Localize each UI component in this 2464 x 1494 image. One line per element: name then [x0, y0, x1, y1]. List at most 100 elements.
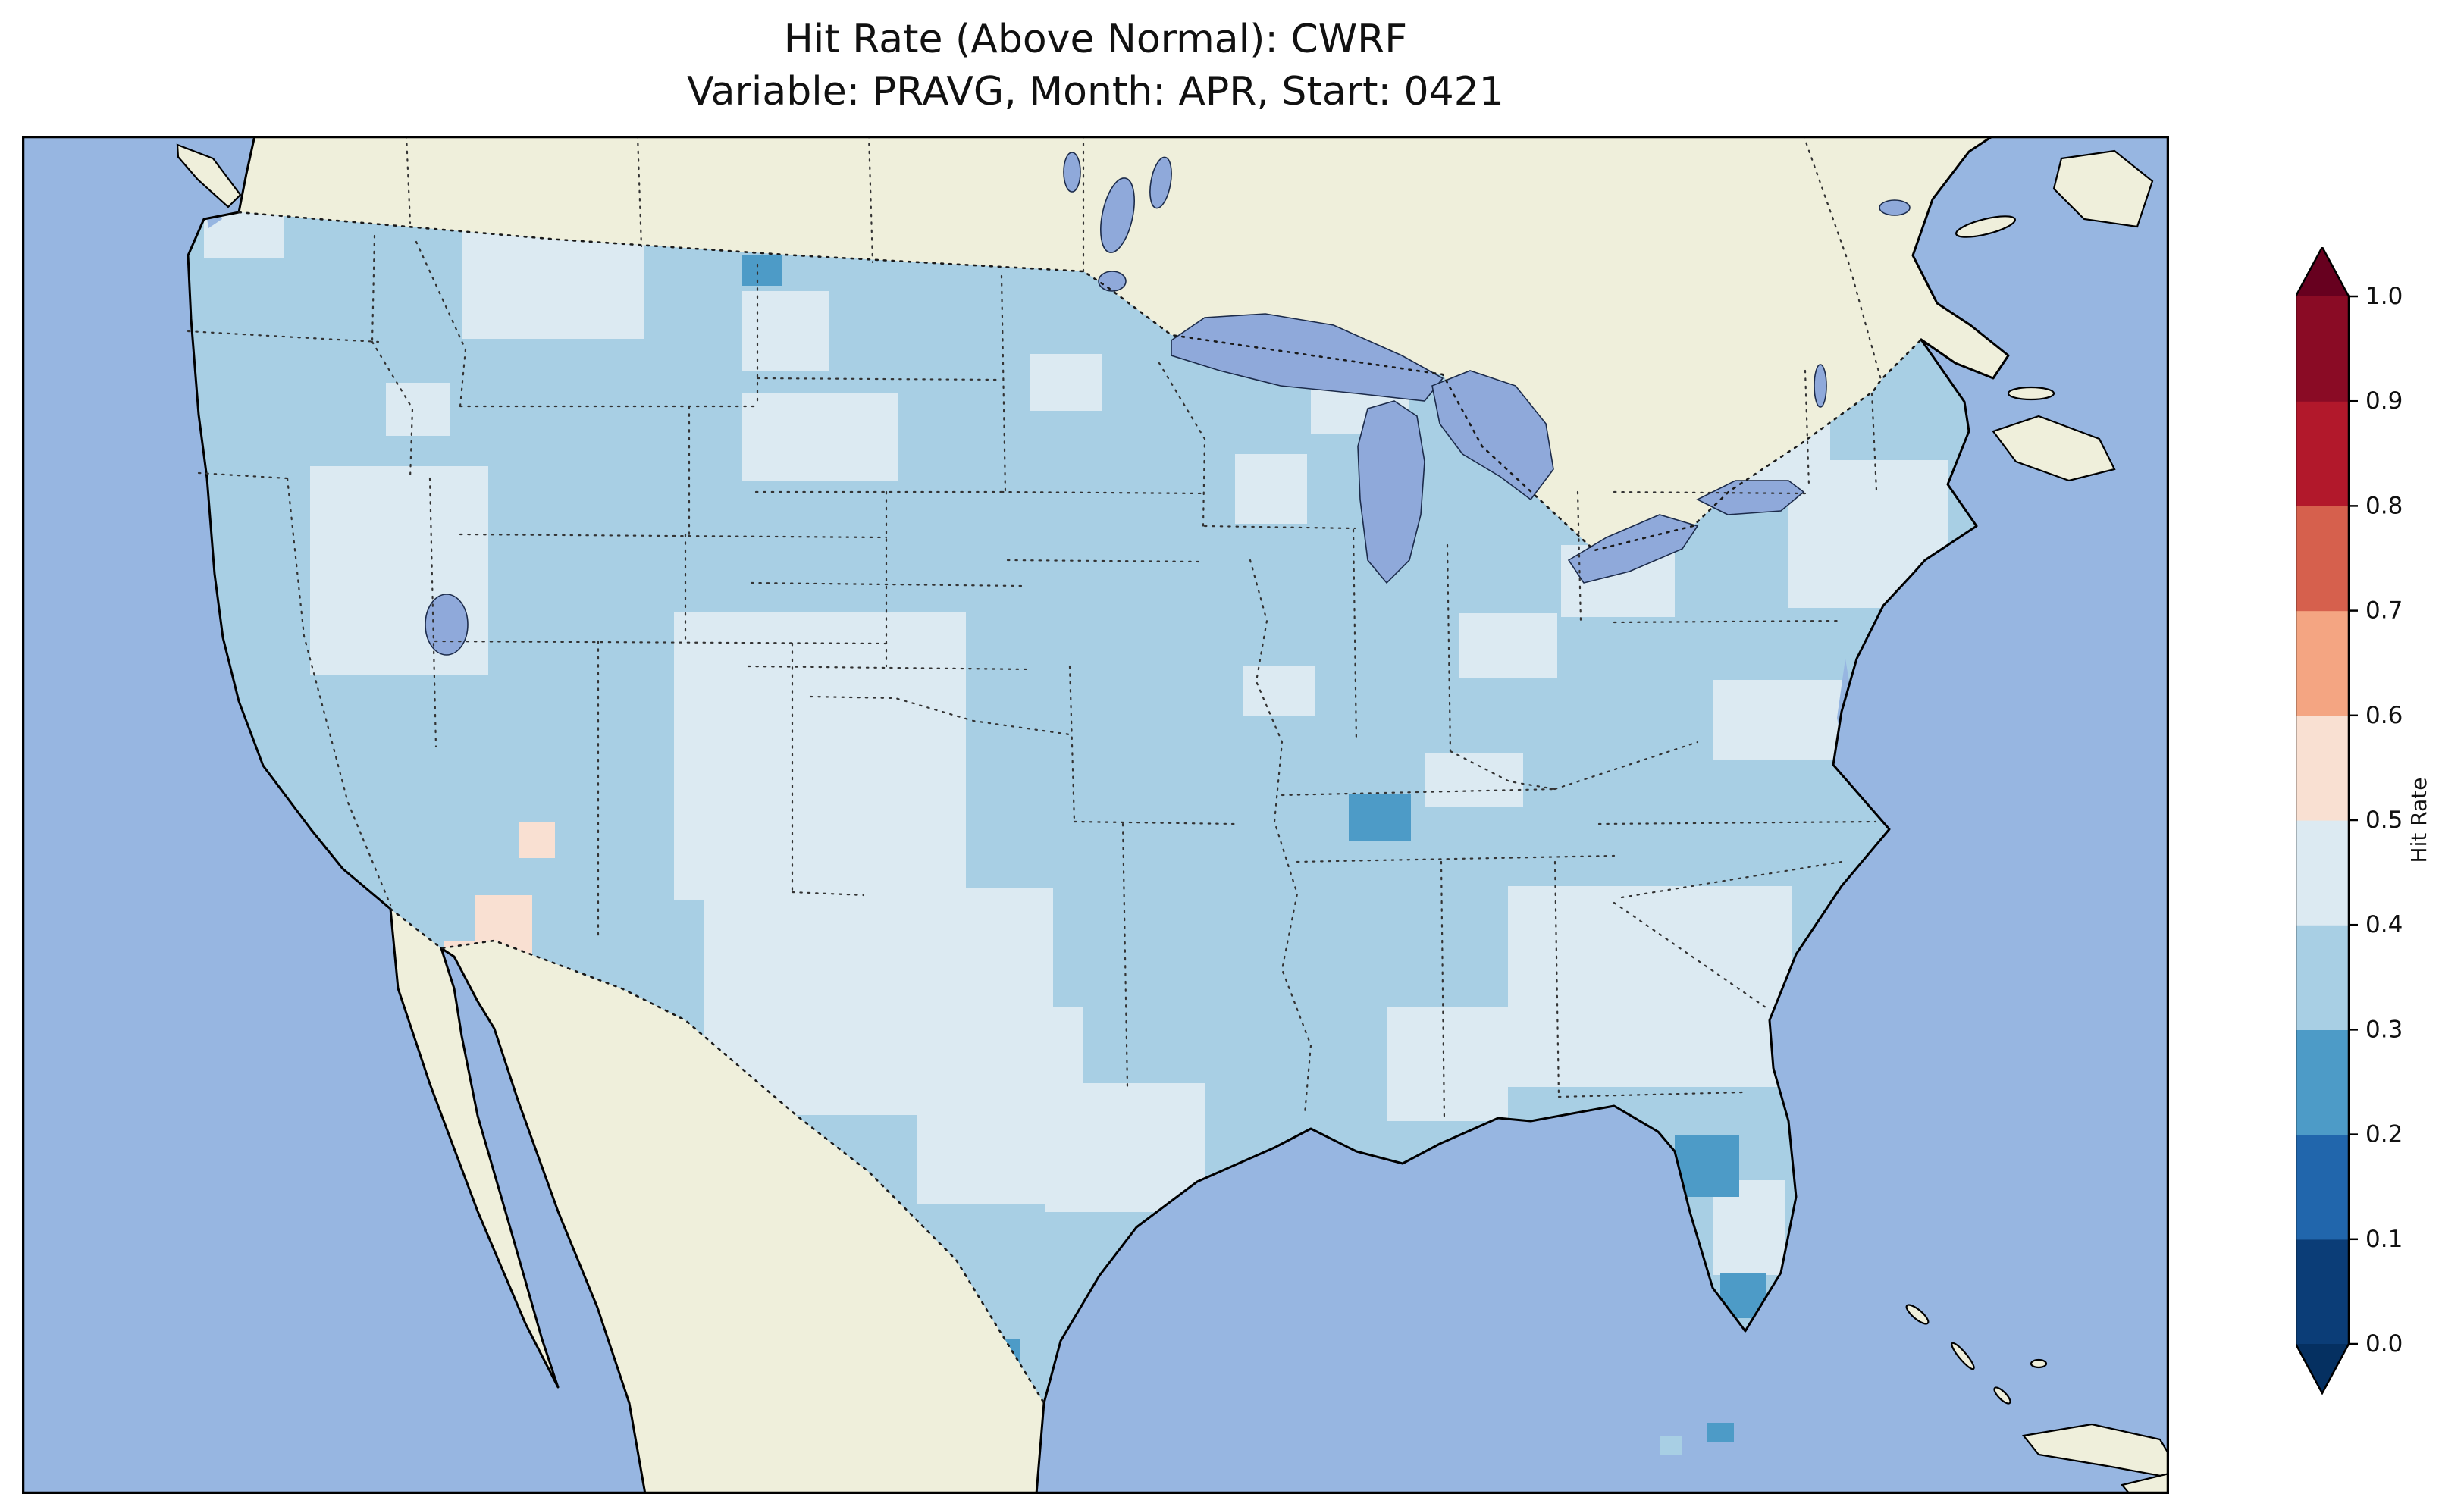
- colorbar-under-arrow: [2296, 1344, 2349, 1393]
- chart-title: Hit Rate (Above Normal): CWRF: [783, 17, 1408, 62]
- delaware-bay: [1864, 628, 1884, 681]
- hit-rate-cell: [1045, 1083, 1205, 1212]
- country-borders: [237, 211, 1923, 1405]
- colorbar-tick-label: 0.7: [2365, 597, 2403, 625]
- mexico-landmass: [441, 941, 1044, 1494]
- anticosti-island: [1955, 215, 2016, 238]
- florida-keys-cells: [1660, 1423, 1734, 1455]
- colorbar-tick-label: 1.0: [2365, 283, 2403, 310]
- colorbar-segment: [2296, 506, 2349, 612]
- islands: [176, 143, 2169, 1494]
- lake-winnipeg: [1100, 177, 1135, 253]
- hit-rate-cell: [742, 393, 898, 481]
- map-axes: [22, 136, 2169, 1494]
- hit-rate-cell: [1713, 680, 1845, 760]
- colorbar-segment: [2296, 925, 2349, 1030]
- hispaniola-island: [2121, 1472, 2169, 1494]
- hit-rate-cell: [674, 612, 966, 900]
- hit-rate-cell: [1387, 1007, 1508, 1121]
- state-borders: [187, 234, 1878, 1123]
- lake-manitoba: [1149, 156, 1172, 209]
- colorbar: 0.0 0.1 0.2 0.3 0.4 0.5 0.6 0.7 0.8 0.9 1.0 Hit Ra…: [2296, 247, 2464, 1407]
- colorbar-segment: [2296, 296, 2349, 402]
- chart-title-block: Hit Rate (Above Normal): CWRF Variable: …: [22, 14, 2169, 117]
- hit-rate-cell: [1030, 354, 1102, 411]
- chart-subtitle: Variable: PRAVG, Month: APR, Start: 0421: [687, 68, 1504, 114]
- canada-maritime-coastline: [1911, 136, 2010, 380]
- state-border-lines-west: [187, 234, 888, 942]
- lake-erie: [1567, 514, 1699, 584]
- nova-scotia-island: [1992, 415, 2116, 482]
- great-lakes: [1171, 313, 1805, 584]
- map-canvas: [22, 136, 2169, 1494]
- great-salt-lake: [425, 594, 469, 656]
- colorbar-label: Hit Rate: [2406, 778, 2431, 863]
- prince-edward-island: [2007, 386, 2055, 401]
- hit-rate-cell: [742, 291, 829, 371]
- axes-frame: [22, 136, 2169, 1494]
- colorbar-tick-label: 0.0: [2365, 1330, 2403, 1358]
- canada-landmass: [239, 136, 2008, 550]
- us-region: [188, 212, 1977, 1403]
- lake-champlain: [1814, 364, 1827, 408]
- hit-rate-cell: [462, 225, 644, 339]
- hit-rate-cell: [1675, 1135, 1739, 1197]
- chesapeake-bay: [1837, 659, 1857, 772]
- colorbar-segments: 0.0 0.1 0.2 0.3 0.4 0.5 0.6 0.7 0.8 0.9 1.0: [2296, 247, 2403, 1395]
- us-mexico-border: [389, 907, 1045, 1405]
- colorbar-tick-label: 0.1: [2365, 1226, 2403, 1253]
- lake-winnipegosis: [1063, 152, 1081, 193]
- hit-rate-cell: [519, 822, 555, 858]
- vancouver-island: [176, 143, 242, 208]
- province-border-lines: [405, 136, 1882, 381]
- small-lakes: [425, 152, 1911, 656]
- quebec-lake: [1879, 199, 1911, 216]
- colorbar-tick-label: 0.6: [2365, 702, 2403, 729]
- colorbar-over-arrow: [2296, 247, 2349, 296]
- state-border-lines-midwest: [1000, 362, 1556, 1115]
- newfoundland-island: [2052, 149, 2154, 228]
- hit-rate-cell: [1349, 794, 1411, 841]
- hit-rate-cell: [1660, 1436, 1682, 1455]
- hit-rate-cell: [1707, 1423, 1734, 1442]
- colorbar-canvas: 0.0 0.1 0.2 0.3 0.4 0.5 0.6 0.7 0.8 0.9 1.0 Hit Ra…: [2296, 247, 2431, 1395]
- coastlines: [187, 136, 2010, 1494]
- lake-ontario: [1696, 480, 1805, 515]
- colorbar-tick-label: 0.9: [2365, 387, 2403, 415]
- us-canada-border: [237, 211, 1923, 552]
- colorbar-segment: [2296, 401, 2349, 506]
- hit-rate-cell: [386, 383, 450, 436]
- bahamas-island-4: [2030, 1358, 2048, 1369]
- bahamas-island-1: [1905, 1304, 1930, 1325]
- province-borders: [405, 136, 1882, 381]
- colorbar-tick-label: 0.2: [2365, 1121, 2403, 1148]
- colorbar-segment: [2296, 1239, 2349, 1345]
- hit-rate-cell: [1508, 886, 1792, 1087]
- colorbar-tick-label: 0.3: [2365, 1016, 2403, 1043]
- colorbar-tick-label: 0.4: [2365, 911, 2403, 938]
- baja-peninsula: [390, 909, 558, 1387]
- cuba-island: [2021, 1423, 2169, 1479]
- gulf-atlantic-coastline: [1035, 338, 1978, 1494]
- colorbar-tick-label: 0.8: [2365, 492, 2403, 519]
- lake-huron: [1431, 370, 1554, 501]
- colorbar-tick-label: 0.5: [2365, 807, 2403, 834]
- lake-michigan: [1357, 400, 1425, 584]
- hit-rate-cell: [1243, 666, 1315, 716]
- colorbar-segment: [2296, 820, 2349, 926]
- lake-of-the-woods: [1098, 271, 1127, 292]
- hit-rate-cell: [1459, 613, 1557, 678]
- bahamas-island-3: [1993, 1386, 2011, 1405]
- pacific-coastline: [187, 136, 647, 1494]
- colorbar-segment: [2296, 1029, 2349, 1135]
- state-border-lines-south-east: [1281, 369, 1878, 1123]
- bahamas-island-2: [1951, 1342, 1975, 1370]
- colorbar-segment: [2296, 1134, 2349, 1240]
- hit-rate-cell: [1235, 454, 1307, 524]
- hit-rate-cell: [742, 255, 782, 286]
- colorbar-segment: [2296, 715, 2349, 821]
- hit-rate-cells: [204, 212, 1948, 1367]
- colorbar-segment: [2296, 610, 2349, 716]
- state-border-lines-plains: [747, 274, 1237, 1088]
